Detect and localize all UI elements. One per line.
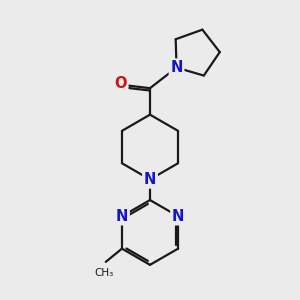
Text: N: N	[144, 172, 156, 187]
Text: O: O	[114, 76, 127, 91]
Text: N: N	[170, 60, 183, 75]
Text: CH₃: CH₃	[95, 268, 114, 278]
Text: N: N	[116, 209, 128, 224]
Text: N: N	[172, 209, 184, 224]
